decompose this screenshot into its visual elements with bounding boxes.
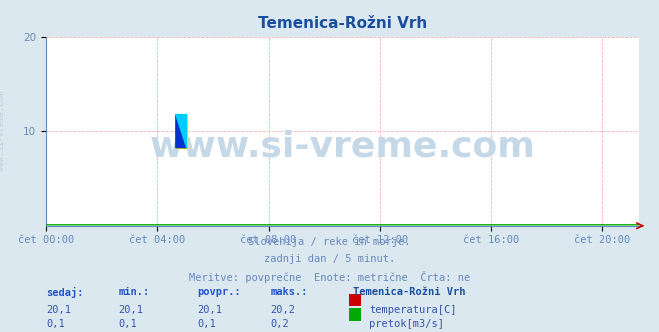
Text: Meritve: povprečne  Enote: metrične  Črta: ne: Meritve: povprečne Enote: metrične Črta:… [189,271,470,283]
Bar [176,115,186,148]
Polygon shape [176,115,186,148]
Text: 20,1: 20,1 [119,305,144,315]
Text: www.si-vreme.com: www.si-vreme.com [150,129,536,163]
Text: 0,1: 0,1 [119,319,137,329]
Text: povpr.:: povpr.: [198,287,241,297]
Text: Slovenija / reke in morje.: Slovenija / reke in morje. [248,237,411,247]
Text: Temenica-Rožni Vrh: Temenica-Rožni Vrh [353,287,465,297]
Text: min.:: min.: [119,287,150,297]
Text: 0,2: 0,2 [270,319,289,329]
Polygon shape [176,115,186,148]
Text: zadnji dan / 5 minut.: zadnji dan / 5 minut. [264,254,395,264]
Text: 0,1: 0,1 [46,319,65,329]
Text: pretok[m3/s]: pretok[m3/s] [369,319,444,329]
Text: 20,1: 20,1 [46,305,71,315]
Title: Temenica-Rožni Vrh: Temenica-Rožni Vrh [258,16,427,31]
Text: temperatura[C]: temperatura[C] [369,305,457,315]
Text: sedaj:: sedaj: [46,287,84,298]
Text: maks.:: maks.: [270,287,308,297]
Text: 20,2: 20,2 [270,305,295,315]
Text: 20,1: 20,1 [198,305,223,315]
Text: www.si-vreme.com: www.si-vreme.com [0,91,6,171]
Text: 0,1: 0,1 [198,319,216,329]
